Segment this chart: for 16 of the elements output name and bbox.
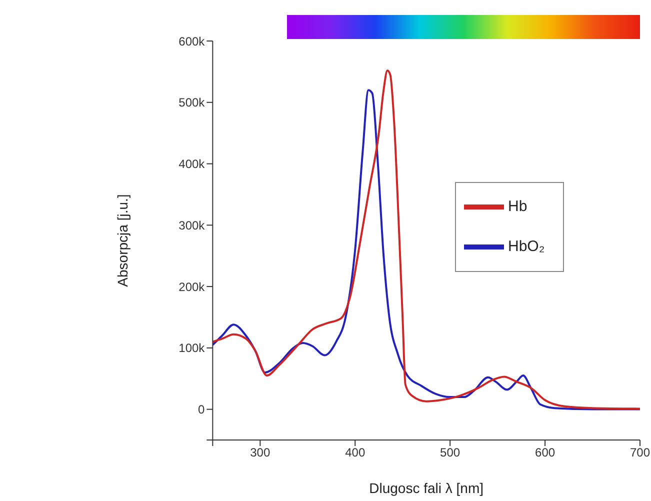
x-tick-label: 400 (345, 446, 366, 460)
x-axis-title: Dlugosc fali λ [nm] (369, 480, 484, 496)
x-tick-label: 700 (630, 446, 650, 460)
y-axis-title: Absorpcja [j.u.] (114, 194, 131, 287)
y-tick-label: 600k (178, 34, 206, 48)
y-tick-label: 200k (178, 280, 206, 294)
x-tick-label: 500 (440, 446, 460, 460)
y-tick-label: 400k (178, 157, 206, 172)
legend-label: Hb (508, 198, 528, 216)
y-tick-label: 0 (198, 402, 205, 417)
legend-label: HbO₂ (508, 238, 545, 256)
x-tick-label: 600 (535, 446, 556, 460)
x-tick-label: 300 (250, 446, 270, 460)
y-tick-label: 300k (178, 218, 206, 232)
y-tick-label: 100k (178, 341, 206, 356)
y-tick-label: 500k (178, 96, 206, 110)
